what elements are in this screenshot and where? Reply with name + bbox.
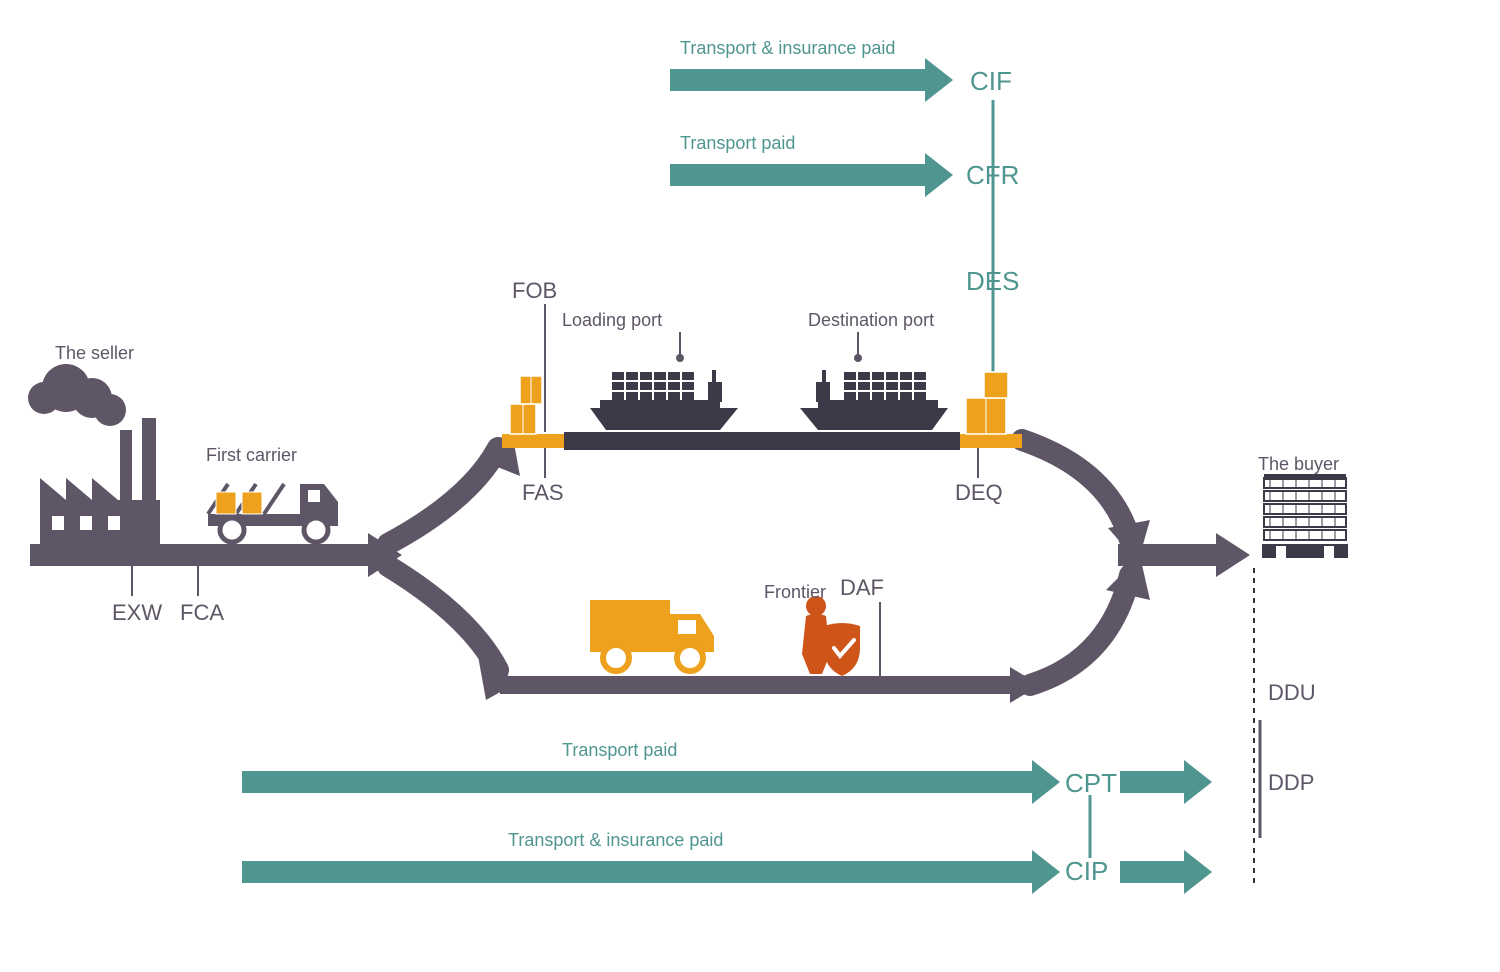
term-cpt: CPT [1065,768,1117,799]
term-des: DES [966,266,1019,297]
term-fob: FOB [512,278,557,304]
term-daf: DAF [840,575,884,601]
term-ddp: DDP [1268,770,1314,796]
factory-icon [28,364,160,546]
label-destination-port: Destination port [808,310,934,331]
term-cif: CIF [970,66,1012,97]
boxes-right-icon [966,372,1008,434]
building-buyer-icon [1262,474,1348,558]
truck-first-carrier-icon [208,484,338,542]
ship-icon [590,370,738,430]
label-seller: The seller [55,343,134,364]
label-loading-port: Loading port [562,310,662,331]
term-deq: DEQ [955,480,1003,506]
term-fca: FCA [180,600,224,626]
frontier-icon [802,596,860,676]
label-transport-insurance-top: Transport & insurance paid [680,38,895,59]
term-fas: FAS [522,480,564,506]
term-exw: EXW [112,600,162,626]
term-ddu: DDU [1268,680,1316,706]
label-frontier: Frontier [764,582,826,603]
label-transport-insurance-bottom: Transport & insurance paid [508,830,723,851]
boxes-left-icon [510,376,542,434]
term-cip: CIP [1065,856,1108,887]
label-transport-paid-top: Transport paid [680,133,795,154]
label-transport-paid-bottom: Transport paid [562,740,677,761]
label-buyer: The buyer [1258,454,1339,475]
ship-icon [800,370,948,430]
label-first-carrier: First carrier [206,445,297,466]
truck-delivery-icon [590,600,714,671]
term-cfr: CFR [966,160,1019,191]
